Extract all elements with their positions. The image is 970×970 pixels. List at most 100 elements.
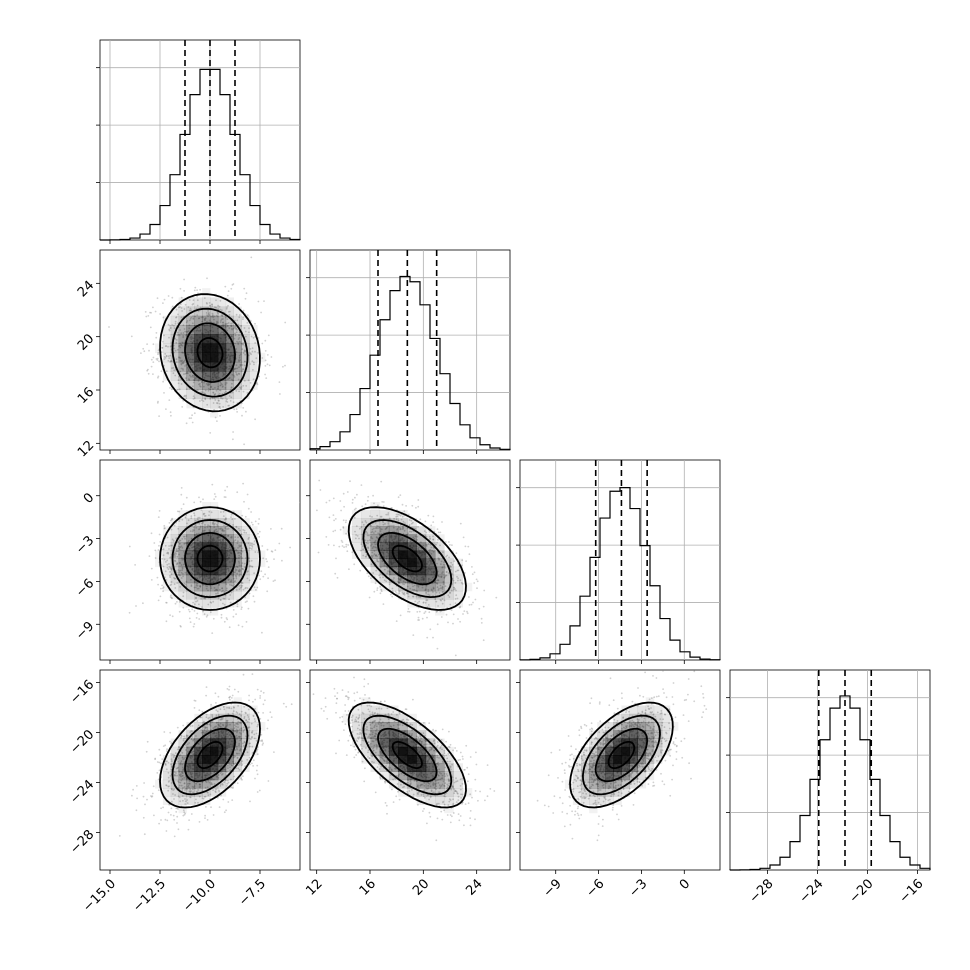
scatter-point: [246, 758, 249, 761]
scatter-point: [480, 617, 483, 620]
scatter-point: [232, 710, 235, 712]
scatter-point: [226, 706, 229, 709]
scatter-point: [170, 758, 173, 761]
scatter-point: [157, 353, 159, 356]
scatter-point: [188, 327, 191, 330]
scatter-point: [183, 811, 186, 814]
scatter-point: [183, 737, 186, 740]
scatter-point: [204, 786, 207, 789]
scatter-point: [213, 318, 215, 321]
scatter-point: [235, 328, 237, 330]
scatter-point: [411, 588, 414, 591]
scatter-point: [393, 530, 395, 533]
scatter-point: [227, 290, 230, 292]
density-cell: [241, 325, 250, 335]
scatter-point: [250, 256, 253, 259]
scatter-point: [406, 592, 408, 595]
scatter-point: [193, 501, 196, 504]
scatter-point: [345, 519, 347, 522]
scatter-point: [218, 588, 221, 591]
density-cell: [217, 582, 227, 592]
scatter-point: [181, 344, 184, 347]
scatter-point: [207, 384, 210, 387]
scatter-point: [227, 337, 230, 340]
scatter-point: [389, 573, 392, 576]
scatter-point: [247, 607, 250, 610]
density-cell: [370, 550, 381, 559]
density-cell: [225, 361, 234, 372]
scatter-point: [457, 569, 460, 572]
scatter-point: [243, 741, 246, 744]
scatter-point: [171, 324, 174, 326]
scatter-point: [387, 525, 390, 527]
scatter-point: [156, 357, 159, 360]
scatter-point: [417, 499, 420, 501]
scatter-point: [210, 783, 213, 785]
density-cell: [194, 380, 203, 390]
scatter-point: [231, 328, 234, 331]
scatter-point: [191, 725, 194, 727]
density-cell: [162, 582, 172, 592]
scatter-point: [181, 769, 184, 772]
scatter-point: [184, 537, 186, 540]
scatter-point: [240, 364, 243, 366]
scatter-point: [210, 703, 213, 706]
scatter-point: [456, 569, 459, 572]
density-cell: [407, 534, 417, 543]
density-cell: [178, 518, 187, 527]
scatter-point: [169, 360, 172, 363]
scatter-point: [192, 302, 195, 305]
scatter-point: [189, 371, 192, 373]
scatter-point: [144, 803, 146, 806]
scatter-point: [230, 591, 233, 594]
scatter-point: [407, 595, 410, 598]
scatter-point: [240, 549, 243, 552]
scatter-point: [242, 742, 244, 745]
scatter-point: [351, 502, 354, 504]
scatter-point: [236, 319, 239, 322]
scatter-point: [194, 787, 197, 790]
scatter-point: [186, 522, 188, 525]
scatter-point: [189, 307, 192, 310]
scatter-point: [185, 514, 188, 517]
scatter-point: [413, 589, 415, 591]
scatter-point: [191, 785, 194, 788]
scatter-point: [222, 323, 225, 326]
scatter-point: [362, 548, 364, 551]
scatter-point: [180, 784, 183, 787]
scatter-point: [454, 598, 457, 600]
scatter-point: [192, 791, 195, 794]
density-cell: [186, 371, 195, 381]
scatter-point: [164, 357, 167, 359]
scatter-point: [249, 319, 252, 322]
scatter-point: [205, 383, 208, 385]
scatter-point: [188, 319, 191, 322]
scatter-point: [179, 781, 182, 784]
density-cell: [210, 599, 219, 608]
scatter-point: [248, 592, 251, 595]
scatter-point: [178, 356, 181, 359]
scatter-point: [361, 505, 364, 508]
density-cell: [388, 510, 399, 519]
scatter-point: [423, 530, 426, 532]
scatter-point: [346, 491, 349, 493]
scatter-point: [147, 372, 150, 375]
density-cell: [416, 550, 427, 559]
scatter-point: [187, 330, 190, 333]
scatter-point: [181, 771, 184, 774]
scatter-point: [247, 538, 250, 540]
scatter-point: [238, 735, 241, 738]
density-cell: [186, 566, 195, 576]
scatter-point: [244, 587, 247, 590]
scatter-point: [424, 589, 427, 591]
scatter-point: [232, 327, 235, 330]
scatter-point: [234, 367, 237, 370]
density-cell: [162, 542, 172, 551]
scatter-point: [377, 532, 379, 535]
scatter-point: [231, 284, 234, 286]
scatter-point: [176, 563, 178, 566]
scatter-point: [225, 323, 227, 326]
density-cell: [257, 352, 266, 363]
scatter-point: [399, 528, 402, 530]
scatter-point: [210, 601, 213, 604]
